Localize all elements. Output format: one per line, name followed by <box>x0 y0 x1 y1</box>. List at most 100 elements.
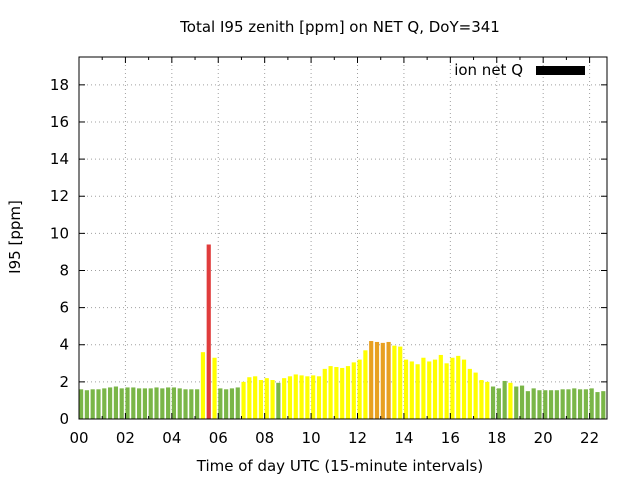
bar <box>224 389 229 419</box>
bar <box>166 387 171 419</box>
bar <box>374 341 380 419</box>
plot-frame <box>78 56 608 420</box>
bar <box>282 378 287 419</box>
bar <box>345 366 351 419</box>
grid-lines <box>79 57 607 419</box>
bar <box>171 387 177 419</box>
x-axis-ticks: 00 02 04 06 08 10 12 14 16 18 20 22 <box>69 57 599 447</box>
x-tick-label: 20 <box>534 429 553 447</box>
bar <box>108 387 113 419</box>
bar <box>235 387 240 419</box>
x-axis-label: Time of day UTC (15-minute intervals) <box>196 457 483 475</box>
bar <box>200 352 206 419</box>
bar <box>415 364 420 419</box>
bar <box>403 359 409 419</box>
bar <box>363 350 368 419</box>
bar <box>525 391 530 419</box>
x-tick-label: 08 <box>255 429 274 447</box>
bar <box>577 389 583 419</box>
y-tick-label: 8 <box>59 261 69 279</box>
bar <box>270 380 275 419</box>
bar <box>137 388 142 419</box>
bar-series <box>79 244 606 419</box>
y-tick-label: 6 <box>59 299 69 317</box>
bar <box>398 346 403 419</box>
bar <box>467 368 472 419</box>
bar <box>183 389 188 419</box>
bar <box>218 388 223 419</box>
bar <box>276 382 281 419</box>
bar <box>456 355 461 419</box>
bar <box>148 388 153 419</box>
x-tick-label: 14 <box>394 429 413 447</box>
bar <box>554 390 559 419</box>
bar <box>427 361 432 419</box>
bar <box>96 389 101 419</box>
y-tick-label: 12 <box>50 187 69 205</box>
y-tick-label: 0 <box>59 410 69 428</box>
bar <box>131 387 136 419</box>
bar <box>438 354 443 419</box>
bar <box>212 357 217 419</box>
bar <box>392 345 397 419</box>
bar <box>264 378 269 419</box>
bar <box>206 244 211 419</box>
bar <box>316 376 322 419</box>
bar <box>79 389 84 419</box>
bar <box>519 385 525 419</box>
bar <box>531 388 536 419</box>
x-tick-label: 02 <box>116 429 135 447</box>
bar <box>595 392 600 419</box>
y-tick-label: 18 <box>50 76 69 94</box>
bar <box>241 381 246 419</box>
y-tick-label: 10 <box>50 224 69 242</box>
bar <box>311 375 316 419</box>
bar <box>450 357 455 419</box>
bar <box>572 388 577 419</box>
bar <box>537 390 542 419</box>
bar <box>102 388 107 419</box>
bar <box>125 387 130 419</box>
bar <box>566 389 571 419</box>
bar <box>543 390 548 419</box>
bar <box>142 388 148 419</box>
bar <box>84 390 89 419</box>
bar <box>473 372 478 419</box>
bar <box>508 382 513 419</box>
x-tick-label: 16 <box>441 429 460 447</box>
x-tick-label: 06 <box>209 429 228 447</box>
bar <box>485 381 490 419</box>
bar <box>421 357 426 419</box>
bar <box>328 366 333 419</box>
bar <box>253 376 258 419</box>
chart-title: Total I95 zenith [ppm] on NET Q, DoY=341 <box>179 18 500 36</box>
bar <box>113 386 118 419</box>
bar <box>444 363 449 419</box>
x-tick-label: 10 <box>302 429 321 447</box>
bar <box>601 391 606 419</box>
legend-swatch <box>536 66 585 75</box>
bar <box>154 387 159 419</box>
bar <box>351 362 356 419</box>
bar <box>287 376 293 419</box>
bar <box>369 341 374 419</box>
y-axis-ticks: 0 2 4 6 8 10 12 14 16 18 <box>50 76 607 428</box>
bar <box>548 390 554 419</box>
bar <box>490 386 496 419</box>
y-tick-label: 4 <box>59 336 69 354</box>
bar <box>305 376 310 419</box>
x-tick-label: 12 <box>348 429 367 447</box>
bar <box>322 368 327 419</box>
bar <box>189 389 194 419</box>
bar <box>380 342 385 419</box>
bar <box>583 389 588 419</box>
x-tick-label: 04 <box>162 429 181 447</box>
bar <box>293 374 298 419</box>
bar <box>258 380 264 419</box>
bar <box>90 389 95 419</box>
bar <box>195 389 200 419</box>
bar <box>386 341 391 419</box>
bar <box>560 389 565 419</box>
bar <box>247 377 252 419</box>
